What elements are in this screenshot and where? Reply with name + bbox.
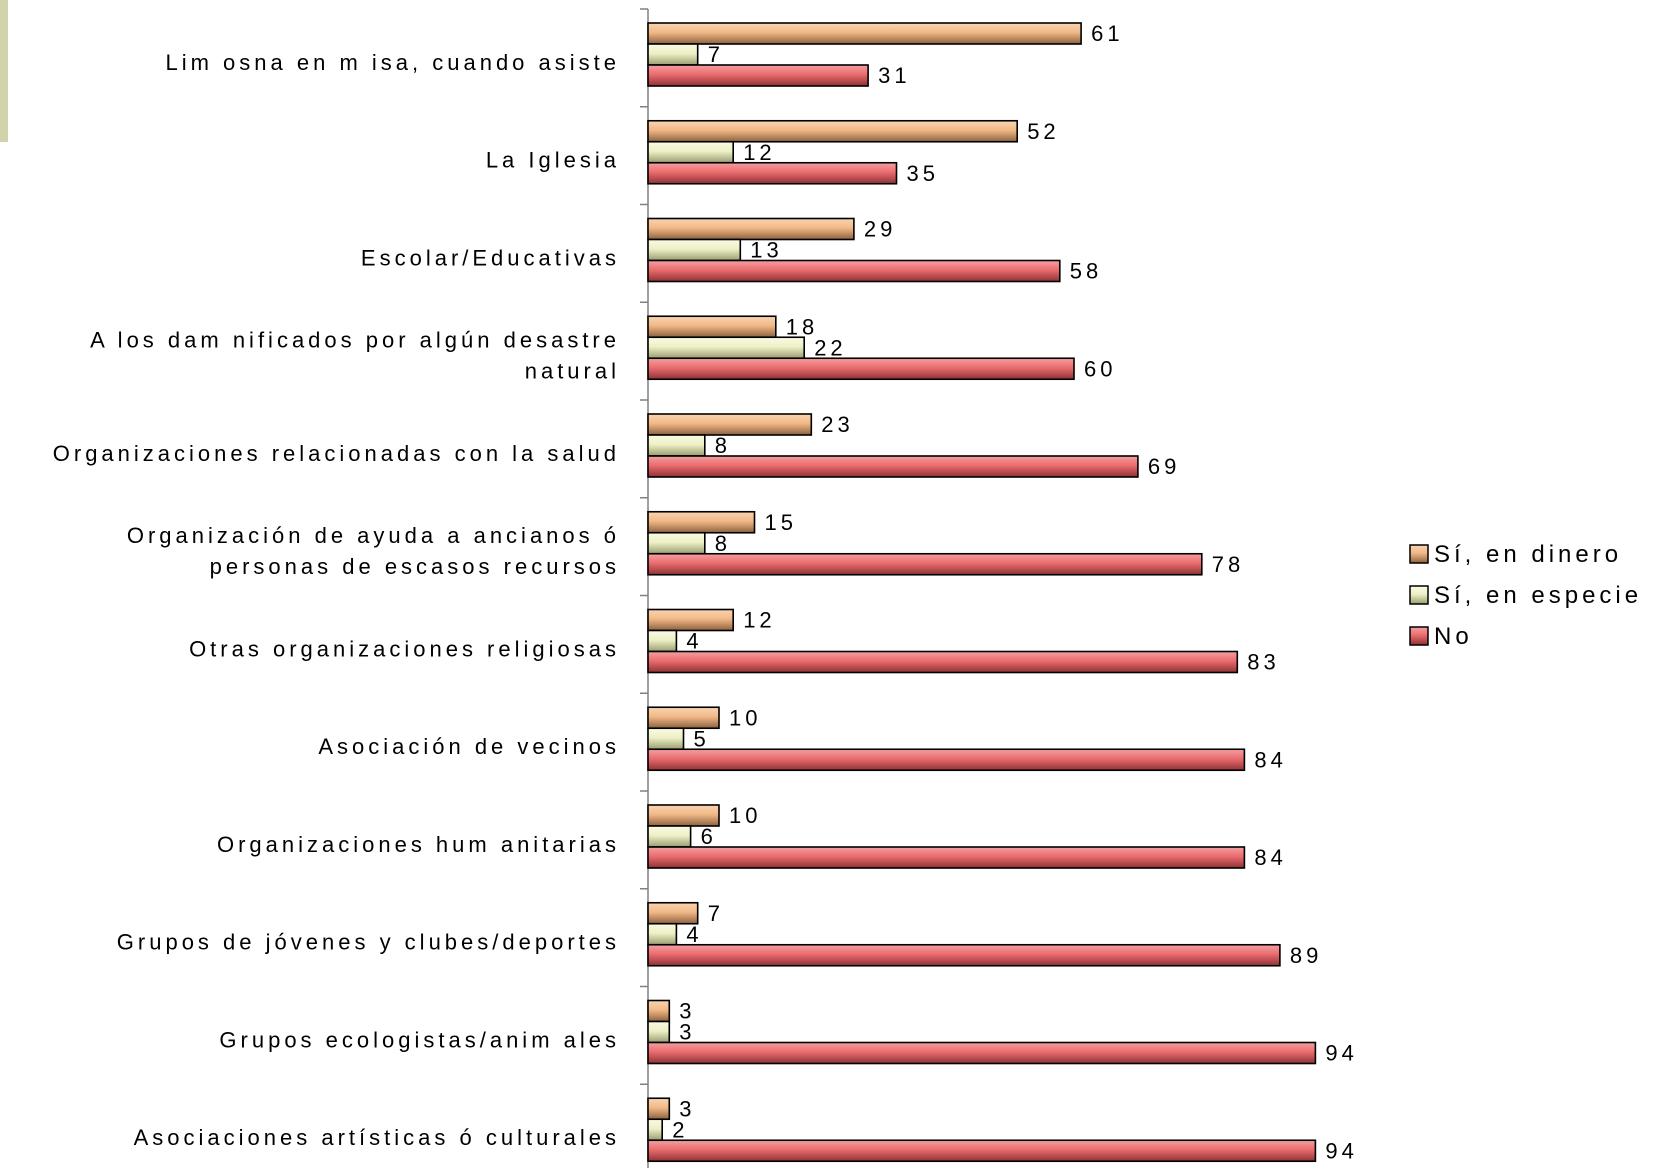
legend-label: Sí, en especie: [1434, 582, 1642, 609]
plot-area: Lim osna en m isa, cuando asiste 61 7 31 La …: [53, 8, 1357, 1168]
category-label: personas de escasos recursos: [210, 554, 620, 579]
data-label: 12: [743, 140, 775, 165]
data-label: 18: [786, 314, 818, 339]
data-label: 23: [821, 412, 853, 437]
bar: [647, 1020, 671, 1044]
bar: [647, 727, 685, 751]
data-label: 10: [729, 705, 761, 730]
data-label: 15: [765, 510, 797, 535]
data-label: 5: [694, 726, 710, 751]
bar: [647, 706, 720, 730]
category-label: Organizaciones relacionadas con la salud: [53, 441, 620, 466]
bar: [647, 999, 671, 1023]
data-label: 4: [686, 922, 702, 947]
data-label: 31: [878, 63, 910, 88]
bar: [647, 552, 1203, 576]
category-label: natural: [525, 359, 620, 384]
bar: [647, 161, 898, 185]
category-label: Asociación de vecinos: [318, 734, 620, 759]
bar: [647, 336, 805, 360]
category-label: Grupos de jóvenes y clubes/deportes: [117, 930, 620, 955]
data-label: 83: [1247, 650, 1279, 675]
bar: [647, 413, 813, 436]
data-label: 94: [1325, 1041, 1357, 1066]
data-label: 8: [715, 433, 731, 458]
bar: [647, 64, 869, 87]
category-label: A los dam nificados por algún desastre: [90, 328, 620, 353]
bar: [647, 259, 1061, 283]
data-label: 89: [1290, 943, 1322, 968]
data-label: 29: [864, 217, 896, 242]
data-label: 58: [1070, 259, 1102, 284]
bar: [647, 119, 1019, 143]
bar: [647, 922, 678, 946]
data-label: 3: [679, 999, 695, 1024]
bar: [647, 217, 855, 241]
data-label: 4: [686, 629, 702, 654]
bar: [647, 901, 699, 925]
legend-swatch: [1409, 585, 1429, 605]
bar: [647, 1097, 671, 1121]
category-label: Organizaciones hum anitarias: [217, 832, 620, 857]
data-label: 3: [679, 1096, 695, 1121]
bar: [647, 434, 706, 457]
bar: [647, 455, 1139, 478]
category-label: Grupos ecologistas/anim ales: [219, 1027, 620, 1052]
data-label: 69: [1148, 454, 1180, 479]
bar: [647, 1118, 663, 1142]
bar: [647, 22, 1082, 45]
bar: [647, 943, 1281, 967]
data-label: 10: [729, 803, 761, 828]
legend-label: Sí, en dinero: [1434, 541, 1622, 568]
data-label: 35: [907, 161, 939, 186]
bar: [647, 1139, 1317, 1163]
bar: [647, 650, 1239, 674]
bar: [647, 825, 692, 848]
data-label: 60: [1084, 356, 1116, 381]
category-label: Otras organizaciones religiosas: [189, 636, 620, 661]
bar: [647, 748, 1246, 772]
data-label: 84: [1254, 747, 1286, 772]
legend-swatch: [1409, 544, 1429, 564]
category-label: Escolar/Educativas: [361, 245, 620, 270]
category-label: Organización de ayuda a ancianos ó: [127, 523, 620, 548]
category-label: Lim osna en m isa, cuando asiste: [165, 50, 620, 75]
bar: [647, 1041, 1317, 1065]
data-label: 84: [1254, 845, 1286, 870]
bar: [647, 629, 678, 653]
bar: [647, 531, 706, 555]
data-label: 52: [1027, 119, 1059, 144]
category-label: Asociaciones artísticas ó culturales: [134, 1125, 620, 1150]
bar: [647, 43, 699, 66]
legend-label: No: [1434, 623, 1473, 650]
bar: [647, 846, 1246, 869]
data-label: 6: [701, 824, 717, 849]
data-label: 94: [1325, 1138, 1357, 1163]
bar: [647, 357, 1075, 381]
data-label: 12: [743, 608, 775, 633]
data-label: 8: [715, 531, 731, 556]
bar: [647, 238, 742, 262]
bar: [647, 608, 734, 632]
data-label: 7: [708, 42, 724, 67]
category-label: La Iglesia: [486, 148, 620, 173]
bar: [647, 804, 720, 827]
data-label: 2: [672, 1117, 688, 1142]
data-label: 3: [679, 1020, 695, 1045]
data-label: 78: [1212, 552, 1244, 577]
data-label: 22: [814, 335, 846, 360]
data-label: 61: [1091, 21, 1123, 46]
bar: [647, 140, 734, 164]
legend: Sí, en dinero Sí, en especie No: [1409, 541, 1642, 650]
legend-swatch: [1409, 626, 1429, 646]
side-accent-bar: [0, 0, 8, 142]
data-label: 13: [750, 238, 782, 263]
bar: [647, 315, 777, 339]
bar: [647, 510, 756, 534]
data-label: 7: [708, 901, 724, 926]
